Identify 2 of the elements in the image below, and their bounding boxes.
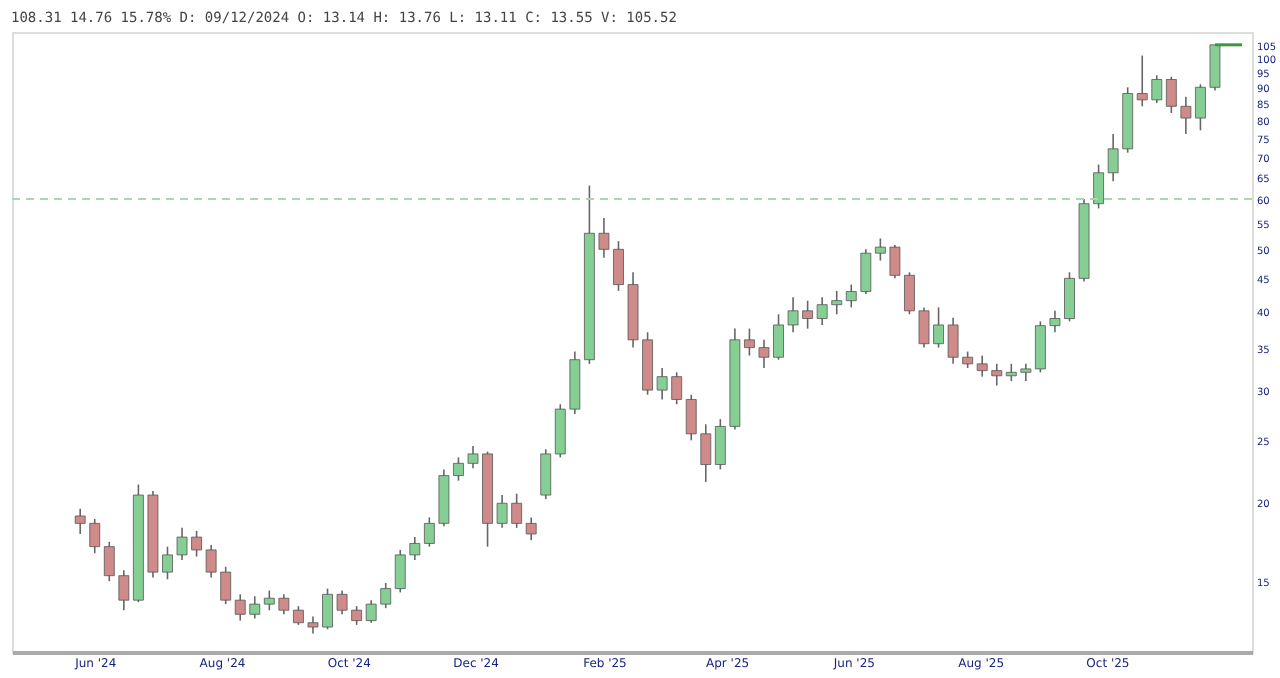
candlestick (525, 516, 537, 542)
candlestick (540, 448, 552, 500)
